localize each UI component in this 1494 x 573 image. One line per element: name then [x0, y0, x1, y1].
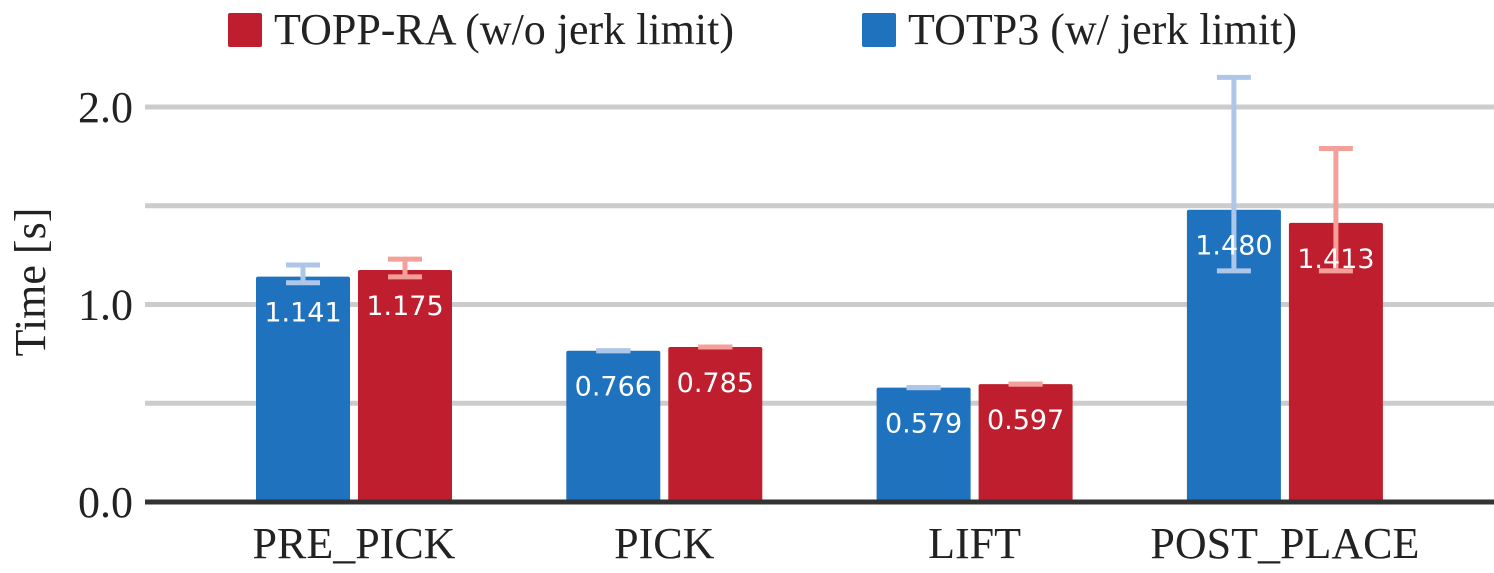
value-label-pre_pick-series-1: 1.175	[366, 291, 443, 322]
error-bar-pre_pick-series-0	[286, 262, 320, 286]
x-tick-label-pre_pick: PRE_PICK	[253, 519, 456, 568]
value-labels: 1.141 1.175 0.766 0.785 0.579 0.597 1.480 1.413	[264, 231, 1374, 440]
bar-lift-series-1	[978, 384, 1073, 502]
legend-label-0: TOPP-RA (w/o jerk limit)	[274, 5, 734, 54]
bar-pre_pick-series-0	[256, 276, 350, 502]
value-label-pick-series-1: 0.785	[677, 368, 754, 399]
value-label-post_place-series-0: 1.480	[1195, 231, 1272, 262]
y-tick-label-1: 1.0	[78, 281, 133, 330]
y-tick-label-0: 0.0	[78, 478, 133, 527]
bar-lift-series-0	[876, 387, 971, 502]
bar-post_place-series-1	[1288, 222, 1383, 502]
bar-pick-series-1	[668, 346, 763, 502]
bar-pick-series-0	[566, 350, 661, 502]
legend-item-1: TOTP3 (w/ jerk limit)	[862, 5, 1297, 54]
error-bar-pre_pick-series-1	[388, 256, 422, 280]
bar-post_place-series-0	[1186, 209, 1281, 502]
x-tick-label-pick: PICK	[614, 519, 714, 568]
x-tick-label-lift: LIFT	[928, 519, 1021, 568]
y-axis-label: Time [s]	[6, 208, 55, 357]
value-label-pick-series-0: 0.766	[575, 372, 652, 403]
y-tick-labels: 0.0 1.0 2.0	[78, 83, 133, 527]
value-label-pre_pick-series-0: 1.141	[264, 298, 341, 329]
value-label-lift-series-0: 0.579	[885, 409, 962, 440]
y-tick-label-2: 2.0	[78, 83, 133, 132]
error-bars	[286, 74, 1353, 391]
legend-swatch-1	[862, 13, 896, 47]
legend-label-1: TOTP3 (w/ jerk limit)	[908, 5, 1297, 54]
error-bar-post_place-series-1	[1318, 145, 1353, 274]
legend-swatch-0	[228, 13, 262, 47]
x-tick-labels: PRE_PICK PICK LIFT POST_PLACE	[253, 519, 1420, 568]
legend: TOPP-RA (w/o jerk limit) TOTP3 (w/ jerk l…	[228, 5, 1297, 54]
value-label-lift-series-1: 0.597	[987, 405, 1064, 436]
bar-pre_pick-series-1	[358, 269, 452, 502]
x-tick-label-post_place: POST_PLACE	[1150, 519, 1419, 568]
legend-item-0: TOPP-RA (w/o jerk limit)	[228, 5, 734, 54]
value-label-post_place-series-1: 1.413	[1297, 244, 1374, 275]
error-bar-post_place-series-0	[1216, 74, 1251, 274]
bars	[256, 209, 1383, 502]
